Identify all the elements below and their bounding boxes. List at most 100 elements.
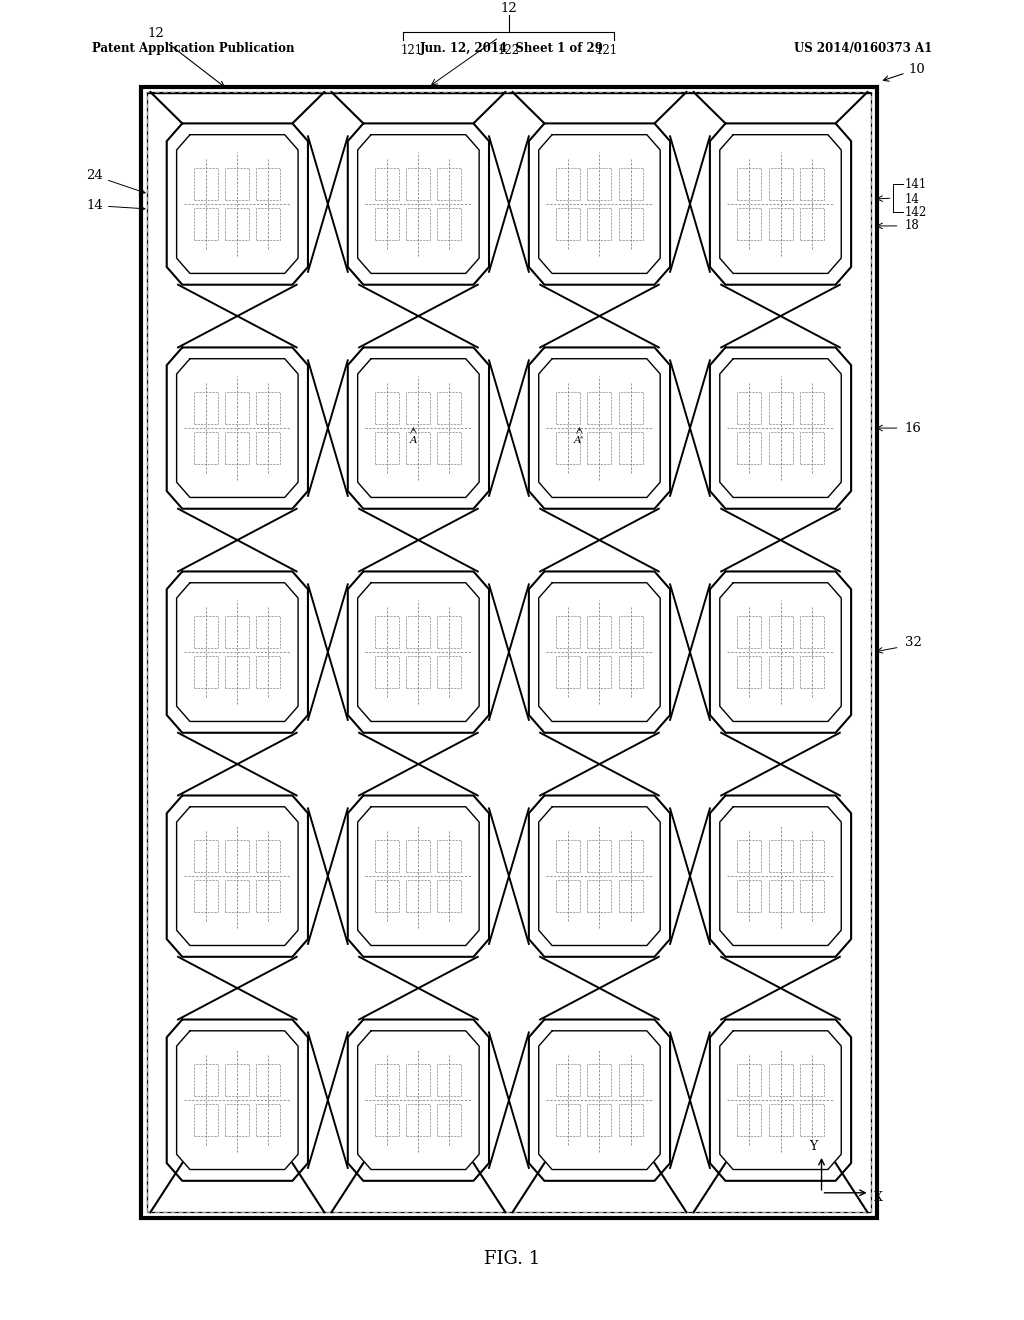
Bar	[256, 840, 281, 873]
Bar	[800, 209, 823, 240]
Bar	[376, 1064, 399, 1096]
Bar	[768, 432, 793, 465]
Text: 12: 12	[147, 28, 224, 87]
Bar	[256, 209, 281, 240]
Bar	[407, 656, 430, 689]
Bar	[195, 880, 218, 912]
Bar	[195, 209, 218, 240]
Bar	[556, 840, 581, 873]
Bar	[437, 616, 462, 648]
Bar	[618, 168, 642, 201]
Text: A: A	[410, 436, 417, 445]
Bar	[618, 432, 642, 465]
Bar	[195, 1105, 218, 1137]
Text: 121: 121	[400, 45, 423, 57]
Bar	[195, 656, 218, 689]
Bar	[618, 1064, 642, 1096]
Bar	[437, 432, 462, 465]
Bar	[768, 168, 793, 201]
Text: 24: 24	[86, 169, 145, 194]
Bar	[768, 880, 793, 912]
Bar	[768, 656, 793, 689]
Bar	[407, 168, 430, 201]
Bar	[376, 840, 399, 873]
Bar	[437, 840, 462, 873]
Bar	[407, 392, 430, 424]
Bar	[376, 656, 399, 689]
Text: 18: 18	[904, 219, 920, 232]
Bar	[618, 656, 642, 689]
Bar	[588, 840, 611, 873]
Text: Jun. 12, 2014  Sheet 1 of 29: Jun. 12, 2014 Sheet 1 of 29	[420, 42, 604, 55]
Bar	[800, 616, 823, 648]
Bar	[437, 1105, 462, 1137]
Text: 16: 16	[904, 421, 922, 434]
Bar	[556, 209, 581, 240]
Bar	[556, 880, 581, 912]
Bar	[618, 209, 642, 240]
Bar	[225, 1105, 250, 1137]
Text: FIG. 1: FIG. 1	[484, 1250, 540, 1269]
Bar	[556, 432, 581, 465]
Bar	[800, 840, 823, 873]
Bar	[800, 656, 823, 689]
Bar	[225, 1064, 250, 1096]
Bar	[737, 392, 762, 424]
Bar	[256, 392, 281, 424]
Bar	[256, 616, 281, 648]
Bar	[737, 1105, 762, 1137]
Text: 121: 121	[595, 45, 617, 57]
Bar	[256, 432, 281, 465]
Text: 141: 141	[904, 178, 927, 190]
Text: 12: 12	[501, 1, 517, 15]
Bar	[407, 432, 430, 465]
Bar	[737, 880, 762, 912]
Bar	[737, 656, 762, 689]
Bar	[588, 168, 611, 201]
Bar	[618, 840, 642, 873]
Bar	[376, 392, 399, 424]
Bar	[800, 1064, 823, 1096]
Bar	[768, 392, 793, 424]
Bar	[256, 168, 281, 201]
Bar	[376, 209, 399, 240]
Bar	[195, 616, 218, 648]
Bar	[195, 1064, 218, 1096]
Bar	[588, 209, 611, 240]
Text: 142: 142	[904, 206, 927, 219]
Bar	[225, 656, 250, 689]
Bar	[225, 432, 250, 465]
Bar	[618, 392, 642, 424]
Bar	[256, 656, 281, 689]
Bar	[588, 656, 611, 689]
Bar	[588, 880, 611, 912]
Bar	[225, 392, 250, 424]
Bar	[588, 392, 611, 424]
Bar	[437, 1064, 462, 1096]
Bar	[437, 392, 462, 424]
Bar	[768, 1064, 793, 1096]
Bar	[256, 1064, 281, 1096]
Bar	[437, 656, 462, 689]
Bar	[225, 168, 250, 201]
Bar	[225, 616, 250, 648]
Bar	[407, 840, 430, 873]
Bar	[737, 616, 762, 648]
Bar	[556, 1064, 581, 1096]
Bar	[556, 168, 581, 201]
Bar	[768, 616, 793, 648]
Bar	[256, 880, 281, 912]
Bar	[376, 432, 399, 465]
Bar	[556, 616, 581, 648]
Bar	[800, 432, 823, 465]
Text: X: X	[873, 1191, 883, 1204]
Bar	[195, 432, 218, 465]
Bar	[768, 1105, 793, 1137]
Text: Patent Application Publication: Patent Application Publication	[92, 42, 295, 55]
Bar	[800, 168, 823, 201]
Bar	[376, 880, 399, 912]
Bar	[588, 616, 611, 648]
Bar	[737, 168, 762, 201]
Bar	[768, 840, 793, 873]
Text: US 2014/0160373 A1: US 2014/0160373 A1	[794, 42, 932, 55]
